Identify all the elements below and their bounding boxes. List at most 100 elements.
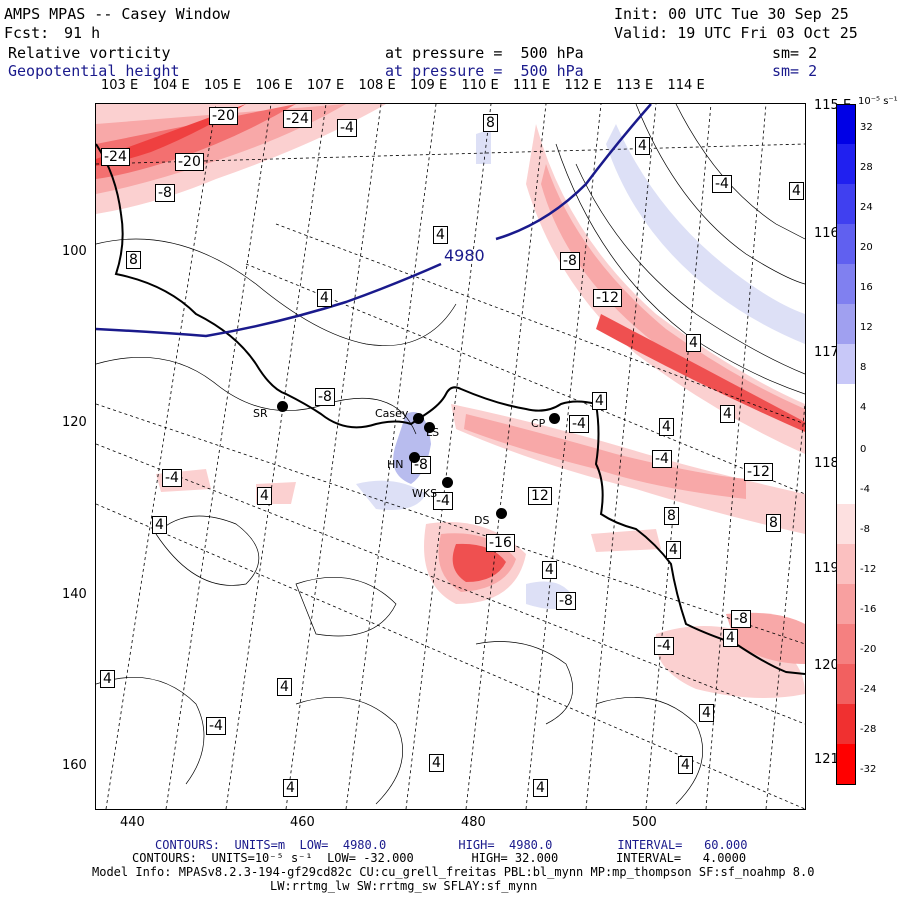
station-marker	[424, 422, 435, 433]
station-label: Casey	[375, 407, 409, 420]
smoothing-1: sm= 2	[772, 44, 818, 62]
pressure-level-1: at pressure = 500 hPa	[385, 44, 584, 62]
contour-label: -8	[556, 592, 576, 610]
contour-label: -4	[206, 717, 226, 735]
colorbar-label: 16	[860, 282, 873, 293]
vorticity-contours	[96, 104, 805, 805]
contour-label: 4	[789, 182, 804, 200]
contour-label: -4	[433, 492, 453, 510]
contour-label: 4	[277, 678, 292, 696]
negative-vorticity-shading	[96, 104, 805, 698]
footer-vorticity-contours: CONTOURS: UNITS=10⁻⁵ s⁻¹ LOW= -32.000 HI…	[132, 851, 747, 865]
contour-label: 4	[542, 561, 557, 579]
contour-label: -4	[712, 175, 732, 193]
station-marker	[549, 413, 560, 424]
contour-label: 4	[720, 405, 735, 423]
colorbar-label: 28	[860, 162, 873, 173]
positive-vorticity-shading	[356, 124, 805, 609]
contour-label: 4	[533, 779, 548, 797]
station-marker	[496, 508, 507, 519]
height-contour-4980	[96, 104, 652, 338]
field-geopotential: Geopotential height	[8, 62, 180, 80]
contour-label: 4	[283, 779, 298, 797]
colorbar-segment	[836, 544, 856, 584]
colorbar-label: -16	[860, 604, 877, 615]
colorbar-label: 32	[860, 122, 873, 133]
colorbar-segment	[836, 504, 856, 544]
top-longitude-label: 103 E	[101, 78, 139, 93]
y-tick-label: 160	[62, 758, 87, 773]
top-longitude-label: 109 E	[410, 78, 448, 93]
station-label: WKS	[412, 487, 438, 500]
colorbar-segment	[836, 624, 856, 664]
station-label: SR	[253, 407, 268, 420]
contour-label: -8	[315, 388, 335, 406]
height-contour-label: 4980	[444, 246, 485, 265]
colorbar-label: 8	[860, 362, 867, 373]
colorbar-label: 0	[860, 444, 867, 455]
contour-label: 4	[100, 670, 115, 688]
station-marker	[277, 401, 288, 412]
contour-label: -24	[283, 110, 312, 128]
colorbar-label: -20	[860, 644, 877, 655]
top-longitude-label: 112 E	[564, 78, 602, 93]
colorbar-segment	[836, 184, 856, 224]
x-tick-label: 440	[120, 815, 145, 830]
init-time: Init: 00 UTC Tue 30 Sep 25	[614, 5, 849, 23]
colorbar-label: 4	[860, 402, 867, 413]
colorbar-unit: 10⁻⁵ s⁻¹	[858, 96, 898, 107]
contour-label: -16	[486, 534, 515, 552]
station-marker	[442, 477, 453, 488]
contour-label: -4	[652, 450, 672, 468]
contour-label: 4	[433, 226, 448, 244]
colorbar-label: -4	[860, 484, 870, 495]
contour-label: 4	[723, 629, 738, 647]
station-label: LS	[426, 426, 440, 439]
x-tick-label: 480	[461, 815, 486, 830]
contour-label: 4	[152, 516, 167, 534]
x-tick-label: 460	[290, 815, 315, 830]
station-label: HN	[387, 458, 404, 471]
colorbar-label: 20	[860, 242, 873, 253]
contour-label: 4	[429, 754, 444, 772]
contour-label: -8	[155, 184, 175, 202]
contour-label: -8	[560, 252, 580, 270]
colorbar-segment	[836, 344, 856, 384]
footer-model-info-2: LW:rrtmg_lw SW:rrtmg_sw SFLAY:sf_mynn	[270, 879, 538, 893]
top-longitude-label: 111 E	[513, 78, 551, 93]
valid-time: Valid: 19 UTC Fri 03 Oct 25	[614, 24, 858, 42]
colorbar-label: -24	[860, 684, 877, 695]
colorbar-segment	[836, 704, 856, 744]
contour-label: -12	[593, 289, 622, 307]
contour-label: 4	[257, 487, 272, 505]
station-label: DS	[474, 514, 490, 527]
contour-label: -4	[337, 119, 357, 137]
colorbar-segment	[836, 224, 856, 264]
contour-label: 4	[317, 289, 332, 307]
x-tick-label: 500	[632, 815, 657, 830]
contour-label: -8	[731, 610, 751, 628]
contour-label: -20	[209, 107, 238, 125]
pressure-level-2: at pressure = 500 hPa	[385, 62, 584, 80]
contour-label: 8	[766, 514, 781, 532]
contour-label: 8	[483, 114, 498, 132]
field-vorticity: Relative vorticity	[8, 44, 171, 62]
top-longitude-label: 113 E	[616, 78, 654, 93]
colorbar-label: -8	[860, 524, 870, 535]
colorbar-segment	[836, 304, 856, 344]
colorbar-segment	[836, 104, 856, 145]
contour-label: -4	[569, 415, 589, 433]
colorbar-segment	[836, 144, 856, 184]
station-label: CP	[531, 417, 546, 430]
contour-label: 8	[126, 251, 141, 269]
colorbar-segment	[836, 384, 856, 424]
station-marker	[409, 452, 420, 463]
contour-label: 8	[664, 507, 679, 525]
contour-label: 4	[592, 392, 607, 410]
y-tick-label: 100	[62, 244, 87, 259]
contour-label: 4	[659, 418, 674, 436]
colorbar-label: -12	[860, 564, 877, 575]
colorbar-segment	[836, 464, 856, 504]
colorbar-label: -32	[860, 764, 877, 775]
footer-model-info: Model Info: MPASv8.2.3-194-gf29cd82c CU:…	[92, 865, 815, 879]
